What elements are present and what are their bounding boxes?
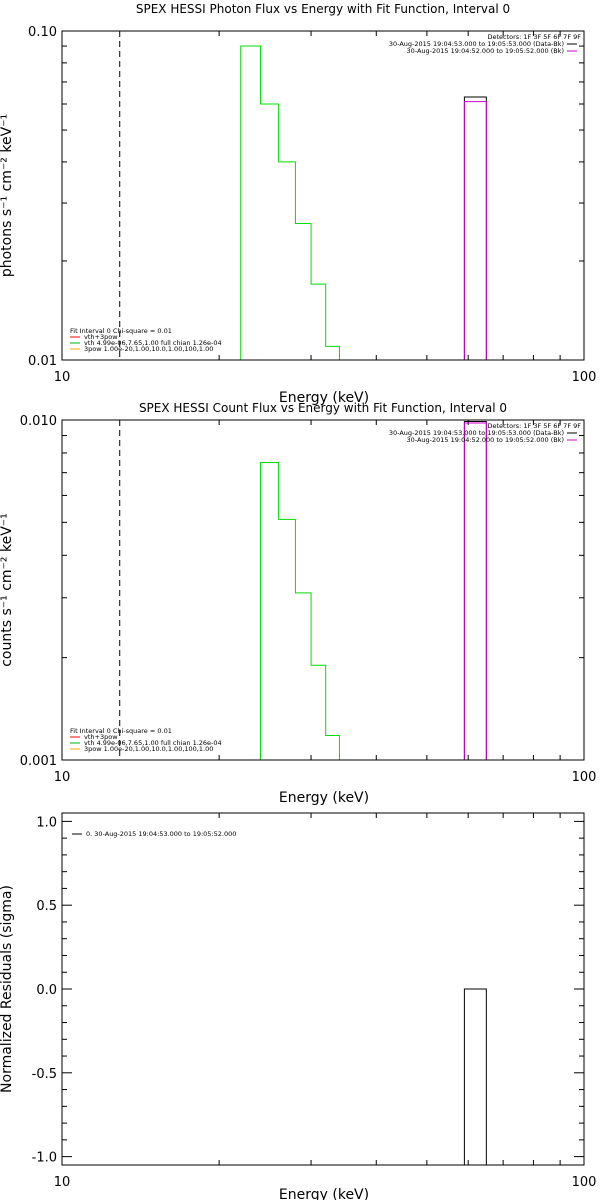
series-line-0 [259,461,340,760]
x-tick-label: 100 [572,370,597,385]
legend-header: Detectors: 1F 3F 5F 6F 7F 9F [487,422,581,430]
series-group-1 [119,420,487,760]
x-tick-label: 100 [572,770,597,785]
x-tick-label: 10 [54,370,71,385]
legend-entry: 30-Aug-2015 19:04:53.000 to 19:05:53.000… [389,40,564,48]
legend-entry: 30-Aug-2015 19:04:52.000 to 19:05:52.000… [407,47,564,55]
x-ticks-0 [61,31,585,360]
x-axis-label-1: Energy (keV) [279,790,369,806]
series-group-2 [463,988,487,1165]
y-tick-label: -0.5 [32,1067,57,1082]
legend-header: Detectors: 1F 3F 5F 6F 7F 9F [487,33,581,41]
fit-legend-header: Fit Interval 0 Chi-square = 0.01 [70,327,172,335]
y-tick-label: -1.0 [32,1151,57,1166]
y-tick-label: 0.001 [20,754,57,769]
x-ticks-1 [61,420,585,760]
legend-entry: 30-Aug-2015 19:04:52.000 to 19:05:52.000… [407,436,564,444]
x-tick-label: 10 [54,1175,71,1190]
chart-title-1: SPEX HESSI Count Flux vs Energy with Fit… [139,401,507,415]
y-axis-label-0: photons s⁻¹ cm⁻² keV⁻¹ [0,114,15,277]
plot-frame-2 [61,812,585,1166]
x-ticks-2 [61,813,585,1165]
chart-panel-0: SPEX HESSI Photon Flux vs Energy with Fi… [0,2,597,406]
fit-legend-header: Fit Interval 0 Chi-square = 0.01 [70,727,172,735]
y-tick-label: 0.10 [28,25,57,40]
y-axis-label-2: Normalized Residuals (sigma) [0,885,15,1093]
fit-legend-entry: vth 4.99e-06,7.65,1.00 full chian 1.26e-… [84,339,222,347]
series-line-0 [240,45,340,360]
series-line-0 [463,988,487,1165]
y-tick-label: 0.5 [36,899,57,914]
fit-legend-entry: 3pow 1.00e-20,1.00,10.0,1.00,100,1.00 [84,345,213,353]
fit-legend-entry: vth 4.99e-06,7.65,1.00 full chian 1.26e-… [84,739,222,747]
plot-frame-1 [61,419,585,761]
fit-legend-entry: vth+3pow [84,733,118,741]
y-tick-label: 1.0 [36,815,57,830]
plot-frame-0 [61,30,585,361]
fit-legend-entry: vth+3pow [84,333,118,341]
series-line-2 [463,101,487,360]
y-tick-label: 0.010 [20,414,57,429]
y-ticks-1 [62,419,584,761]
series-line-2 [463,422,487,760]
y-ticks-2 [62,820,584,1158]
legend-entry: 30-Aug-2015 19:04:53.000 to 19:05:53.000… [389,429,564,437]
y-ticks-0 [62,30,584,361]
x-axis-label-2: Energy (keV) [279,1187,369,1200]
x-tick-label: 10 [54,770,71,785]
series-group-0 [119,31,487,360]
residual-legend-entry: 0. 30-Aug-2015 19:04:53.000 to 19:05:52.… [86,830,236,838]
y-tick-label: 0.0 [36,983,57,998]
y-tick-label: 0.01 [28,354,57,369]
chart-panel-1: SPEX HESSI Count Flux vs Energy with Fit… [0,401,597,806]
x-axis-label-0: Energy (keV) [279,390,369,406]
chart-title-0: SPEX HESSI Photon Flux vs Energy with Fi… [136,2,510,16]
fit-legend-entry: 3pow 1.00e-20,1.00,10.0,1.00,100,1.00 [84,745,213,753]
chart-panel-2: Energy (keV) Normalized Residuals (sigma)… [0,812,597,1200]
y-axis-label-1: counts s⁻¹ cm⁻² keV⁻¹ [0,513,15,667]
x-tick-label: 100 [572,1175,597,1190]
series-line-1 [463,420,487,760]
